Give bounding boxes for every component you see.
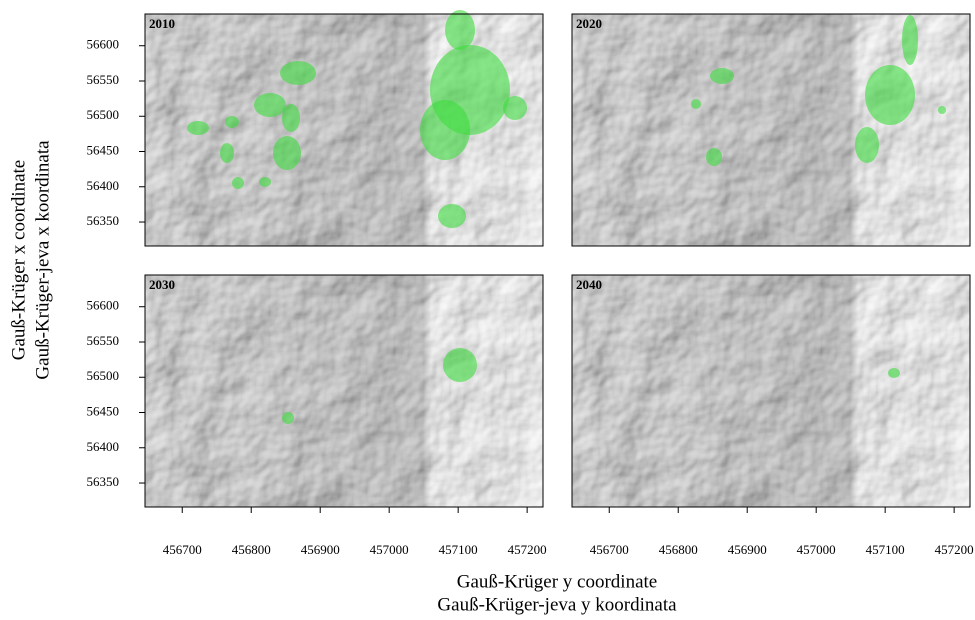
panel-title: 2020 bbox=[576, 16, 602, 31]
y-tick-label: 56500 bbox=[87, 368, 120, 383]
x-axis-label: Gauß-Krüger-jeva y koordinata bbox=[437, 594, 677, 615]
green-patch bbox=[902, 15, 918, 65]
green-patch bbox=[259, 177, 271, 187]
y-tick-label: 56450 bbox=[87, 142, 120, 157]
green-patch bbox=[888, 368, 900, 378]
panel: 2030 56350 56400 56450 56500 56550 56600 456700… bbox=[87, 274, 547, 557]
panel-border bbox=[571, 274, 971, 508]
green-patch bbox=[187, 121, 209, 135]
y-tick-label: 56600 bbox=[87, 298, 120, 313]
green-patch bbox=[273, 136, 301, 170]
x-tick-label: 457000 bbox=[797, 542, 836, 557]
green-patch bbox=[706, 148, 722, 166]
x-tick-label: 456800 bbox=[659, 542, 698, 557]
y-axis-label: Gauß-Krüger-jeva x koordinata bbox=[32, 140, 53, 380]
x-tick-label: 456900 bbox=[301, 542, 340, 557]
panel: 2040 456700 456800 456900 457000 457100 457200 bbox=[571, 274, 974, 557]
panel-title: 2040 bbox=[576, 277, 602, 292]
x-axis-label: Gauß-Krüger y coordinate bbox=[457, 571, 657, 592]
panel-border bbox=[571, 13, 971, 247]
y-tick-label: 56450 bbox=[87, 403, 120, 418]
x-tick-label: 457000 bbox=[370, 542, 409, 557]
green-patch bbox=[503, 96, 527, 120]
green-patch bbox=[280, 61, 316, 85]
y-tick-label: 56350 bbox=[87, 213, 120, 228]
green-patch bbox=[282, 412, 294, 424]
x-tick-label: 456700 bbox=[163, 542, 202, 557]
green-patch bbox=[443, 348, 477, 382]
x-tick-label: 456900 bbox=[728, 542, 767, 557]
x-tick-label: 456800 bbox=[232, 542, 271, 557]
green-patch bbox=[420, 100, 470, 160]
green-patch bbox=[865, 65, 915, 125]
panel: 2010 56350 56400 56450 56500 56550 56600 bbox=[87, 10, 544, 247]
green-patch bbox=[438, 204, 466, 228]
green-patch bbox=[225, 116, 239, 128]
x-tick-label: 457100 bbox=[866, 542, 905, 557]
green-patch bbox=[710, 68, 734, 84]
panel-title: 2010 bbox=[149, 16, 175, 31]
y-tick-label: 56550 bbox=[87, 72, 120, 87]
x-tick-label: 456700 bbox=[590, 542, 629, 557]
y-tick-label: 56400 bbox=[87, 178, 120, 193]
x-tick-label: 457200 bbox=[935, 542, 974, 557]
green-patch bbox=[232, 177, 244, 189]
x-tick-label: 457100 bbox=[439, 542, 478, 557]
green-patch bbox=[855, 127, 879, 163]
shade bbox=[572, 275, 970, 507]
green-patch bbox=[282, 104, 300, 132]
panel-border bbox=[144, 274, 544, 508]
y-tick-label: 56400 bbox=[87, 439, 120, 454]
panel: 2020 bbox=[571, 13, 971, 247]
green-patch bbox=[254, 93, 286, 117]
panel-border bbox=[144, 13, 544, 247]
y-tick-label: 56550 bbox=[87, 333, 120, 348]
x-tick-label: 457200 bbox=[508, 542, 547, 557]
green-patch bbox=[691, 99, 701, 109]
y-tick-label: 56500 bbox=[87, 107, 120, 122]
shade bbox=[145, 275, 543, 507]
green-patch bbox=[445, 10, 475, 50]
green-patch bbox=[220, 143, 234, 163]
green-patch bbox=[938, 106, 946, 114]
y-tick-label: 56350 bbox=[87, 474, 120, 489]
y-tick-label: 56600 bbox=[87, 37, 120, 52]
y-axis-label: Gauß-Krüger x coordinate bbox=[8, 160, 29, 360]
panel-title: 2030 bbox=[149, 277, 175, 292]
